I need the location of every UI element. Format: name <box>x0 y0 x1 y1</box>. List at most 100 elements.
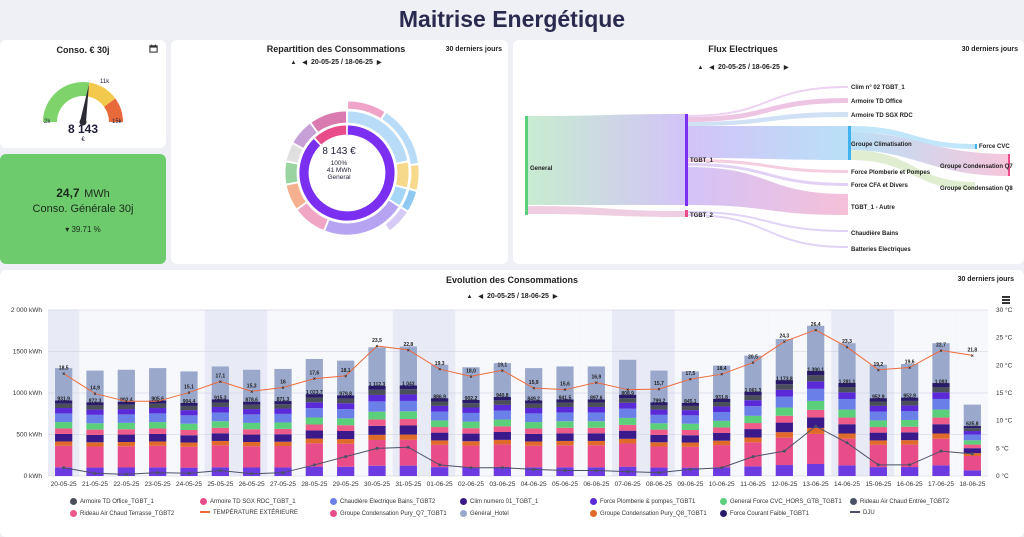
legend-label: Force Plomberie & pompes_TGBT1 <box>600 499 696 506</box>
bar-segment <box>462 467 480 476</box>
bar-segment <box>368 425 386 435</box>
sankey-chart[interactable]: General TGBT_1 TGBT_2 Clim n° 02 TGBT_1 … <box>513 40 1024 264</box>
bar-segment <box>587 427 605 434</box>
evolution-period[interactable]: 30 derniers jours <box>957 276 1014 283</box>
bar-segment <box>55 433 73 442</box>
temperature-label: 24,3 <box>779 334 789 340</box>
bar-segment <box>744 442 762 467</box>
bar-segment <box>337 403 355 410</box>
legend-item[interactable]: Général_Hotel <box>460 510 509 517</box>
node-tgbt1[interactable] <box>685 114 688 206</box>
bar-segment <box>650 402 668 406</box>
bar-segment-general <box>650 370 668 403</box>
legend-label: Général_Hotel <box>470 511 509 518</box>
node-tgbt2[interactable] <box>685 210 688 217</box>
chevron-right-icon[interactable]: ▶ <box>783 65 789 71</box>
node-groupe-q7-bar[interactable] <box>1008 154 1010 176</box>
sunburst-chart[interactable] <box>267 98 427 248</box>
bar-segment <box>117 422 135 430</box>
legend-item[interactable]: Force Plomberie & pompes_TGBT1 <box>590 498 695 505</box>
x-tick-label: 12-06-25 <box>771 481 797 488</box>
legend-item[interactable]: Groupe Condensation Pury_Q7_TGBT1 <box>330 510 447 517</box>
gauge-mid-label: 11k <box>100 79 110 85</box>
bar-segment <box>55 441 73 446</box>
temperature-marker: × <box>908 366 911 372</box>
donut-middle-segment <box>284 161 299 185</box>
chevron-left-icon[interactable]: ◀ <box>478 294 484 300</box>
legend-item[interactable]: Armoire TD Office_TGBT_1 <box>70 498 154 505</box>
node-force-cvc-bar[interactable] <box>975 144 977 149</box>
dju-point <box>814 424 818 428</box>
bar-segment-general <box>305 358 323 395</box>
gauge <box>43 82 123 126</box>
dju-point <box>312 463 316 467</box>
temperature-marker: × <box>532 386 535 392</box>
legend-item[interactable]: Clim numero 01_TGBT_1 <box>460 498 538 505</box>
bar-segment <box>901 467 919 476</box>
gauge-value: 8 143 <box>67 122 99 136</box>
arrow-up-icon[interactable]: ▲ <box>697 65 704 71</box>
legend-label: Armoire TD Office_TGBT_1 <box>80 499 154 506</box>
node-general[interactable] <box>525 116 528 215</box>
legend-item[interactable]: Rideau Air Chaud Entrée_TGBT2 <box>850 498 949 505</box>
repartition-period[interactable]: 30 derniers jours <box>445 46 502 53</box>
bar-segment <box>86 429 104 435</box>
bar-segment <box>650 405 668 410</box>
legend-item[interactable]: General Force CVC_HORS_GTB_TGBT1 <box>720 498 842 505</box>
temperature-label: 18,0 <box>466 368 476 374</box>
bar-segment-general <box>713 365 731 399</box>
flux-period[interactable]: 30 derniers jours <box>961 46 1018 53</box>
bar-segment <box>713 398 731 403</box>
donut-outer-segment <box>384 207 408 232</box>
bar-segment-general <box>807 325 825 371</box>
calendar-icon[interactable] <box>149 44 158 53</box>
bar-segment <box>180 423 198 430</box>
bar-segment <box>587 399 605 403</box>
repartition-title: Repartition des Consommations <box>266 44 406 54</box>
chevron-right-icon[interactable]: ▶ <box>376 60 382 66</box>
bar-segment <box>55 400 73 404</box>
chevron-right-icon[interactable]: ▶ <box>552 294 558 300</box>
bar-segment <box>650 434 668 443</box>
menu-icon[interactable] <box>1002 296 1010 304</box>
bar-segment <box>86 423 104 430</box>
bar-segment <box>932 417 950 425</box>
bar-segment <box>337 431 355 440</box>
bar-segment <box>462 399 480 404</box>
legend-item[interactable]: DJU <box>850 510 875 516</box>
bar-segment <box>556 402 574 407</box>
legend-label: TEMPÉRATURE EXTÉRIEURE <box>213 510 298 516</box>
arrow-up-icon[interactable]: ▲ <box>290 60 297 66</box>
bar-segment <box>587 412 605 422</box>
node-groupe-clim[interactable] <box>848 126 851 160</box>
donut-middle-segment <box>324 199 400 236</box>
bar-segment <box>807 427 825 434</box>
dju-point <box>782 449 786 453</box>
bar-segment <box>932 387 950 393</box>
bar-segment <box>399 434 417 440</box>
bar-segment <box>180 435 198 443</box>
bar-segment <box>619 438 637 444</box>
legend-item[interactable]: Chaudière Electrique Bains_TGBT2 <box>330 498 435 505</box>
legend-item[interactable]: TEMPÉRATURE EXTÉRIEURE <box>200 510 298 516</box>
bar-segment <box>869 401 887 406</box>
legend-item[interactable]: Groupe Condensation Pury_Q8_TGBT1 <box>590 510 707 517</box>
bar-segment <box>807 370 825 376</box>
bar-segment <box>399 425 417 435</box>
bar-segment <box>211 406 229 413</box>
evolution-chart[interactable]: 0 kWh 500 kWh 1000 kWh 1500 kWh 2 000 kWh 0 °… <box>0 300 1024 500</box>
bar-segment <box>650 442 668 447</box>
chevron-left-icon[interactable]: ◀ <box>709 65 715 71</box>
legend-item[interactable]: Rideau Air Chaud Terrasse_TGBT2 <box>70 510 174 517</box>
bar-segment <box>399 419 417 426</box>
arrow-up-icon[interactable]: ▲ <box>466 294 473 300</box>
x-tick-label: 23-05-25 <box>145 481 171 488</box>
chevron-left-icon[interactable]: ◀ <box>302 60 308 66</box>
legend-item[interactable]: Force Courant Faible_TGBT1 <box>720 510 809 517</box>
legend-item[interactable]: Armoire TD SGX RDC_TGBT_1 <box>200 498 296 505</box>
gauge-min-label: 2k <box>44 119 51 125</box>
bar-segment <box>274 434 292 442</box>
temperature-label: 19,3 <box>435 361 445 367</box>
label-force-plomberie: Force Plomberie et Pompes <box>851 170 931 176</box>
bar-value-label: 1 112,3 <box>369 382 386 388</box>
